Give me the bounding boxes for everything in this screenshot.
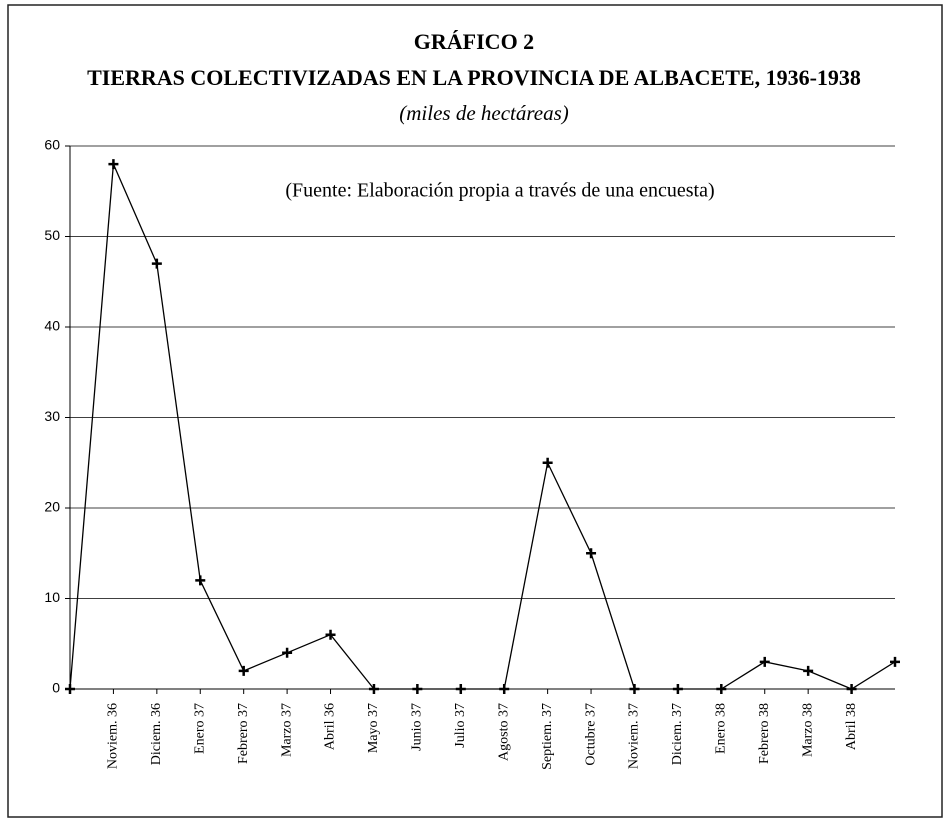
- marker: [629, 684, 640, 694]
- x-tick-label: Noviem. 37: [627, 703, 642, 769]
- x-tick-label: Marzo 38: [800, 703, 815, 757]
- x-tick-label: Febrero 38: [757, 703, 772, 764]
- marker: [499, 684, 510, 694]
- chart-subtitle: TIERRAS COLECTIVIZADAS EN LA PROVINCIA D…: [87, 65, 861, 90]
- x-tick-label: Junio 37: [410, 703, 425, 751]
- marker: [890, 656, 900, 667]
- marker: [716, 684, 727, 694]
- y-tick-label: 10: [44, 589, 60, 605]
- y-tick-label: 0: [52, 680, 60, 696]
- marker: [759, 656, 770, 667]
- x-tick-label: Marzo 37: [279, 703, 294, 757]
- y-tick-label: 30: [44, 408, 60, 424]
- x-tick-label: Diciem. 36: [149, 703, 164, 765]
- y-tick-label: 60: [44, 137, 60, 153]
- x-tick-label: Febrero 37: [236, 703, 251, 764]
- marker: [65, 684, 75, 694]
- marker: [846, 684, 857, 694]
- annotation: (Fuente: Elaboración propia a través de …: [285, 180, 714, 202]
- marker: [325, 629, 336, 640]
- x-tick-label: Julio 37: [453, 703, 468, 748]
- x-tick-label: Enero 37: [192, 703, 207, 754]
- x-tick-label: Abril 38: [844, 703, 859, 750]
- marker: [542, 457, 553, 468]
- y-tick-label: 20: [44, 499, 60, 515]
- marker: [803, 665, 814, 676]
- y-tick-label: 40: [44, 318, 60, 334]
- marker: [412, 684, 423, 694]
- marker: [368, 684, 379, 694]
- marker: [282, 647, 293, 658]
- marker: [195, 575, 206, 586]
- marker: [455, 684, 466, 694]
- marker: [586, 548, 597, 559]
- marker: [151, 258, 162, 269]
- marker: [238, 665, 249, 676]
- x-tick-label: Enero 38: [714, 703, 729, 754]
- data-line: [69, 163, 896, 690]
- marker: [672, 684, 683, 694]
- x-tick-label: Mayo 37: [366, 703, 381, 753]
- x-tick-label: Septiem. 37: [540, 703, 555, 770]
- frame: [7, 4, 943, 818]
- x-tick-label: Agosto 37: [496, 703, 511, 761]
- chart-title: GRÁFICO 2: [414, 29, 534, 54]
- x-tick-label: Abril 36: [323, 703, 338, 750]
- marker: [108, 159, 119, 170]
- x-tick-label: Octubre 37: [583, 703, 598, 766]
- y-tick-label: 50: [44, 227, 60, 243]
- units-note: (miles de hectáreas): [399, 101, 569, 125]
- x-tick-label: Noviem. 36: [106, 703, 121, 769]
- x-tick-label: Diciem. 37: [670, 703, 685, 765]
